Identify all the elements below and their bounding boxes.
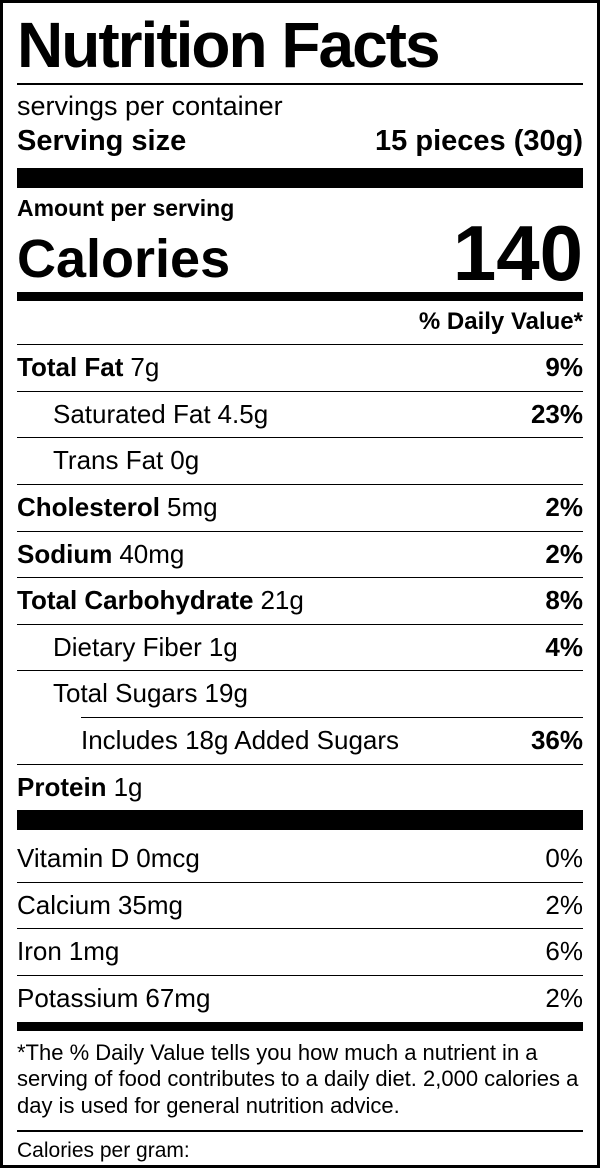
- nutrient-amount: 1g: [208, 631, 238, 662]
- nutrient-text: Saturated Fat 4.5g: [17, 400, 268, 429]
- nutrient-dv: 4%: [545, 631, 583, 662]
- vitamin-text: Iron 1mg: [17, 937, 119, 966]
- nutrient-text: Total Fat 7g: [17, 353, 159, 382]
- vitamin-text: Potassium 67mg: [17, 984, 210, 1013]
- nutrient-dv: 23%: [530, 398, 583, 429]
- nutrient-row-dietary-fiber: Dietary Fiber 1g 4%: [17, 623, 583, 671]
- nutrient-text: Cholesterol 5mg: [17, 493, 218, 522]
- vitamin-dv: 0%: [545, 843, 583, 874]
- serving-size-value: 15 pieces (30g): [375, 125, 583, 158]
- nutrient-name: Total Carbohydrate: [17, 585, 254, 616]
- nutrient-dv: 2%: [545, 538, 583, 569]
- nutrient-name: Sodium: [17, 538, 113, 569]
- nutrient-amount: 1g: [113, 771, 143, 802]
- medium-rule-bottom: [17, 1021, 583, 1031]
- vitamin-name: Iron: [17, 936, 62, 967]
- vitamin-name: Calcium: [17, 889, 111, 920]
- vitamin-row-calcium: Calcium 35mg 2%: [17, 881, 583, 929]
- nutrient-text: Dietary Fiber 1g: [17, 633, 238, 662]
- vitamin-row-vitamin-d: Vitamin D 0mcg 0%: [17, 836, 583, 882]
- vitamin-name: Potassium: [17, 982, 139, 1013]
- daily-value-header: % Daily Value*: [418, 308, 583, 336]
- vitamin-amount: 67mg: [145, 982, 211, 1013]
- vitamin-amount: 0mcg: [136, 843, 200, 874]
- nutrient-amount: 4.5g: [217, 398, 269, 429]
- nutrient-amount: 21g: [260, 585, 304, 616]
- nutrient-name: Saturated Fat: [53, 398, 211, 429]
- calories-value: 140: [452, 209, 583, 298]
- nutrient-row-total-sugars: Total Sugars 19g: [17, 670, 583, 717]
- nutrient-dv: 8%: [545, 585, 583, 616]
- nutrient-name: Cholesterol: [17, 492, 161, 523]
- nutrient-name: Includes 18g Added Sugars: [81, 725, 400, 756]
- calories-row: Calories 140: [17, 209, 583, 298]
- nutrient-name: Total Sugars: [53, 678, 198, 709]
- nutrient-text: Protein 1g: [17, 771, 143, 802]
- serving-size-row: Serving size 15 pieces (30g): [17, 122, 583, 168]
- nutrient-amount: 0g: [170, 445, 200, 476]
- nutrient-text: Includes 18g Added Sugars: [81, 726, 406, 755]
- vitamin-dv: 2%: [545, 889, 583, 920]
- nutrient-name: Total Fat: [17, 352, 124, 383]
- nutrient-row-trans-fat: Trans Fat 0g: [17, 437, 583, 484]
- nutrient-text: Total Sugars 19g: [17, 679, 248, 708]
- vitamin-amount: 35mg: [117, 889, 183, 920]
- nutrient-row-sodium: Sodium 40mg 2%: [17, 530, 583, 578]
- thick-rule-protein: [17, 810, 583, 831]
- vitamin-text: Vitamin D 0mcg: [17, 844, 200, 873]
- vitamin-dv: 2%: [545, 982, 583, 1013]
- servings-per-container: servings per container: [17, 91, 283, 122]
- nutrient-text: Total Carbohydrate 21g: [17, 586, 304, 615]
- vitamin-name: Vitamin D: [17, 843, 130, 874]
- label-title: Nutrition Facts: [17, 7, 583, 86]
- calories-per-gram-label: Calories per gram:: [17, 1139, 190, 1163]
- vitamin-row-iron: Iron 1mg 6%: [17, 928, 583, 975]
- nutrient-amount: 40mg: [119, 538, 185, 569]
- nutrient-name: Dietary Fiber: [53, 631, 202, 662]
- nutrient-text: Sodium 40mg: [17, 538, 185, 569]
- vitamin-row-potassium: Potassium 67mg 2%: [17, 974, 583, 1022]
- nutrient-name: Protein: [17, 771, 107, 802]
- nutrient-row-total-carbohydrate: Total Carbohydrate 21g 8%: [17, 577, 583, 624]
- nutrient-dv: 2%: [545, 492, 583, 523]
- nutrient-row-total-fat: Total Fat 7g 9%: [17, 344, 583, 391]
- nutrient-dv: 36%: [530, 725, 583, 756]
- amount-per-serving: Amount per serving: [17, 195, 235, 222]
- vitamin-dv: 6%: [545, 936, 583, 967]
- calories-label: Calories: [17, 229, 231, 290]
- nutrient-dv: 9%: [545, 352, 583, 383]
- daily-value-footnote: *The % Daily Value tells you how much a …: [17, 1031, 583, 1133]
- nutrient-text: Trans Fat 0g: [17, 446, 199, 475]
- nutrient-row-protein: Protein 1g: [17, 763, 583, 811]
- nutrient-amount: 7g: [130, 352, 160, 383]
- medium-rule-calories: [17, 292, 583, 302]
- serving-size-label: Serving size: [17, 125, 187, 158]
- nutrient-amount: 5mg: [167, 492, 218, 523]
- vitamin-text: Calcium 35mg: [17, 889, 183, 920]
- nutrient-name: Trans Fat: [53, 445, 164, 476]
- calories-per-gram-values: Fat 9•Carbohydrate 4•Protein 4: [17, 1163, 583, 1165]
- nutrient-row-saturated-fat: Saturated Fat 4.5g 23%: [17, 390, 583, 438]
- thick-rule-top: [17, 168, 583, 189]
- nutrient-row-added-sugars: Includes 18g Added Sugars 36%: [81, 717, 583, 764]
- vitamin-amount: 1mg: [68, 936, 120, 967]
- nutrient-row-cholesterol: Cholesterol 5mg 2%: [17, 484, 583, 531]
- nutrient-amount: 19g: [204, 678, 248, 709]
